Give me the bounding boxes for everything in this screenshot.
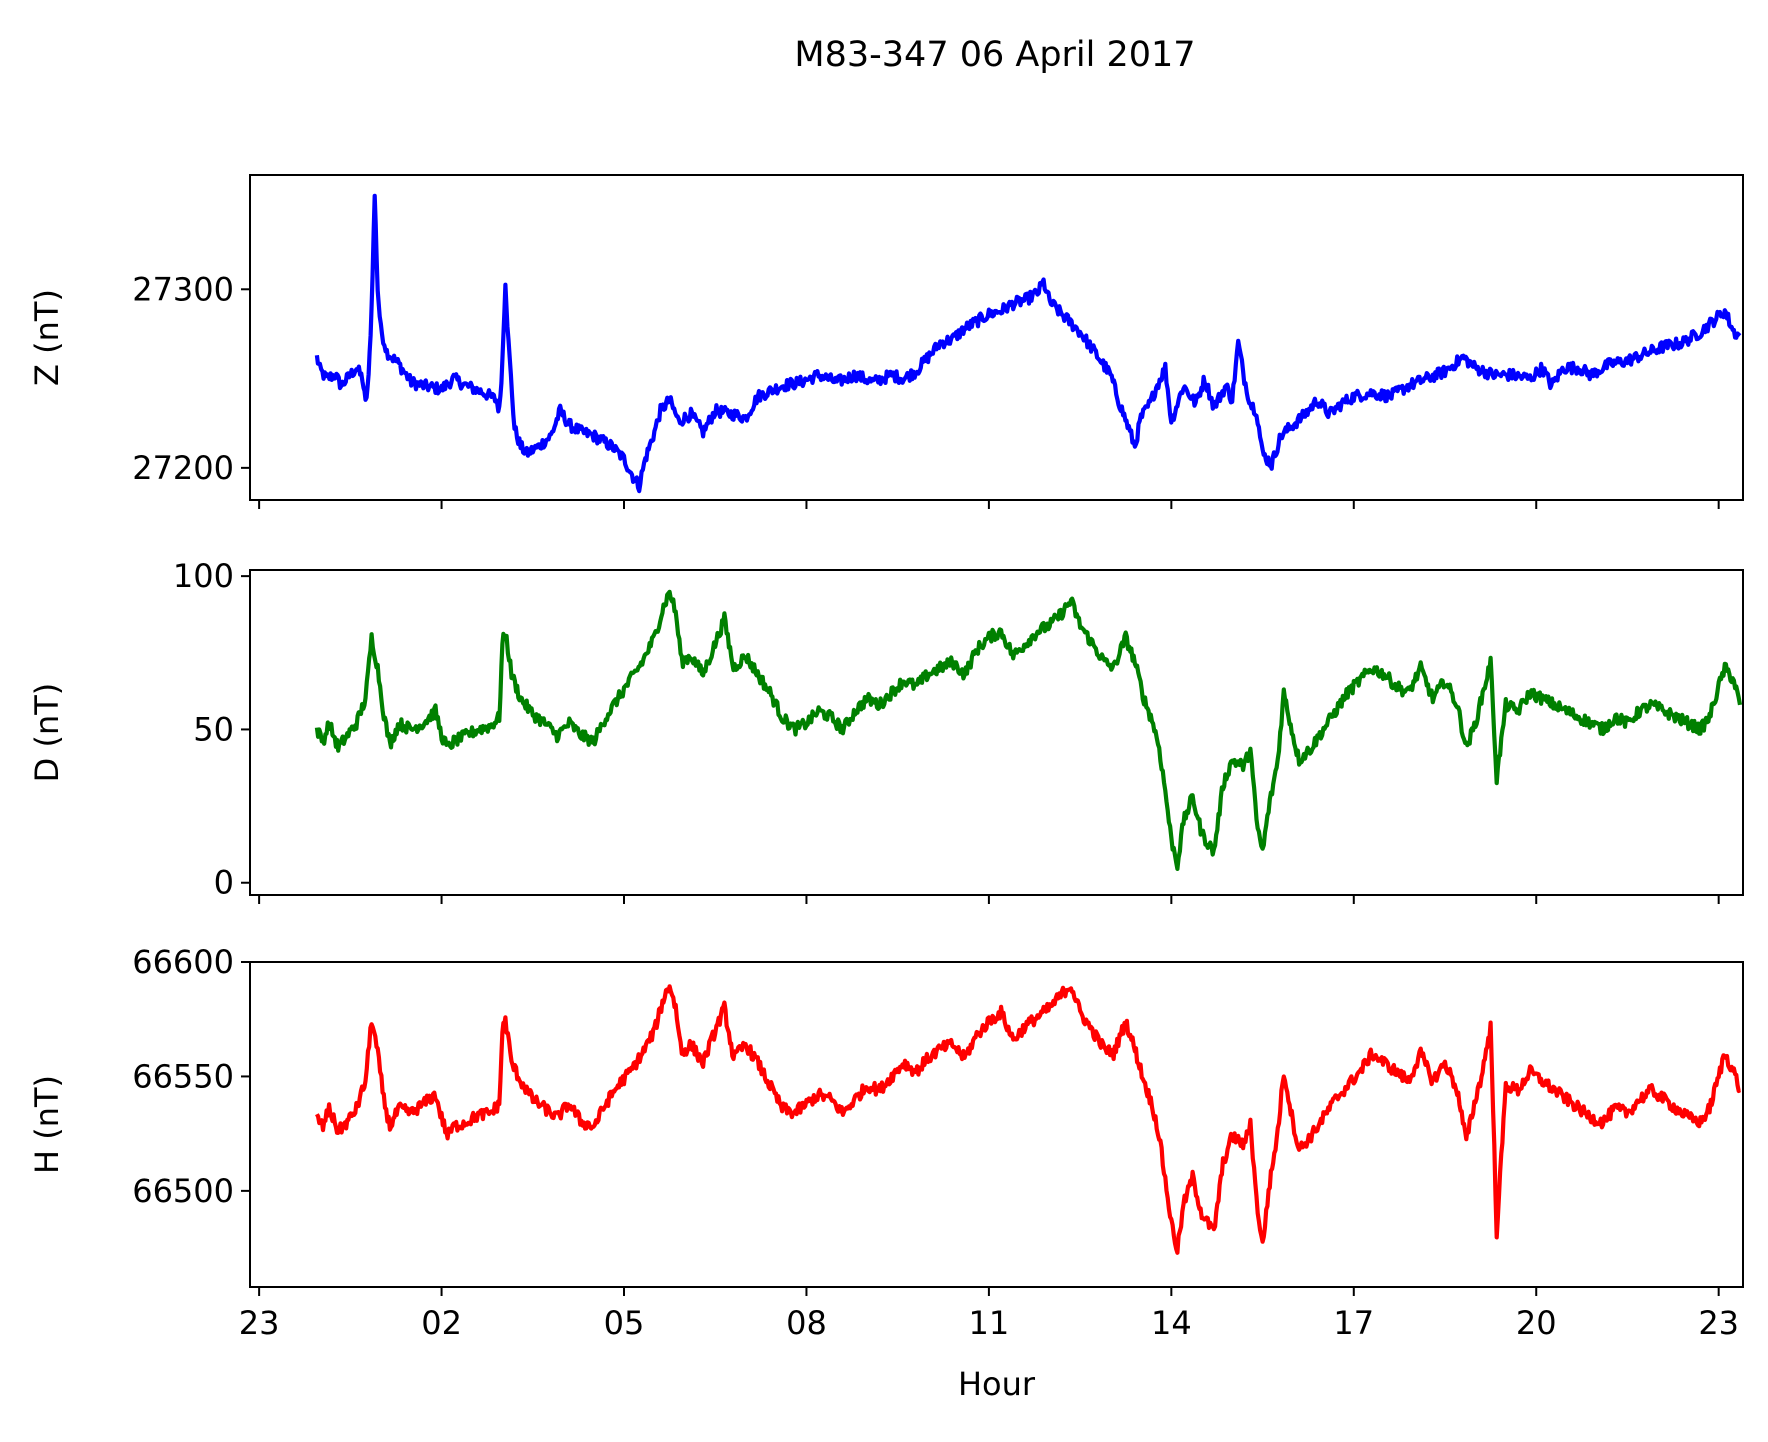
- x-tick-label: 11: [969, 1304, 1010, 1342]
- x-tick-label: 23: [1698, 1304, 1739, 1342]
- axes-frame: [249, 569, 1744, 896]
- y-axis-label: D (nT): [28, 683, 66, 783]
- x-tick-label: 23: [239, 1304, 280, 1342]
- x-tick-label: 14: [1151, 1304, 1192, 1342]
- figure-title: M83-347 06 April 2017: [794, 35, 1195, 75]
- x-tick-label: 02: [421, 1304, 462, 1342]
- x-tick-label: 08: [786, 1304, 827, 1342]
- panel-2: 0 50 100 D (nT): [28, 557, 1744, 904]
- x-axis-label: Hour: [958, 1365, 1036, 1403]
- x-tick-label: 17: [1333, 1304, 1374, 1342]
- panel-1: 27200 27300 Z (nT): [28, 174, 1744, 509]
- y-axis-label: Z (nT): [28, 289, 66, 386]
- y-tick-label: 0: [214, 864, 234, 902]
- x-tick-label: 05: [604, 1304, 645, 1342]
- series-line: [314, 589, 1743, 871]
- y-tick-label: 66600: [132, 943, 234, 981]
- y-axis-label: H (nT): [28, 1075, 66, 1174]
- y-tick-label: 66550: [132, 1057, 234, 1095]
- series-line: [315, 984, 1742, 1255]
- axes-frame: [249, 174, 1744, 501]
- axes-frame: [249, 961, 1744, 1288]
- panel-3: 66500 66550 66600 23 02 05 08 11 14 17 20 23 H (nT) H…: [28, 943, 1744, 1403]
- y-tick-label: 27200: [132, 449, 234, 487]
- series-line: [314, 193, 1742, 494]
- y-tick-label: 50: [193, 710, 234, 748]
- y-tick-label: 66500: [132, 1172, 234, 1210]
- y-tick-label: 100: [173, 557, 234, 595]
- y-tick-label: 27300: [132, 270, 234, 308]
- x-tick-label: 20: [1516, 1304, 1557, 1342]
